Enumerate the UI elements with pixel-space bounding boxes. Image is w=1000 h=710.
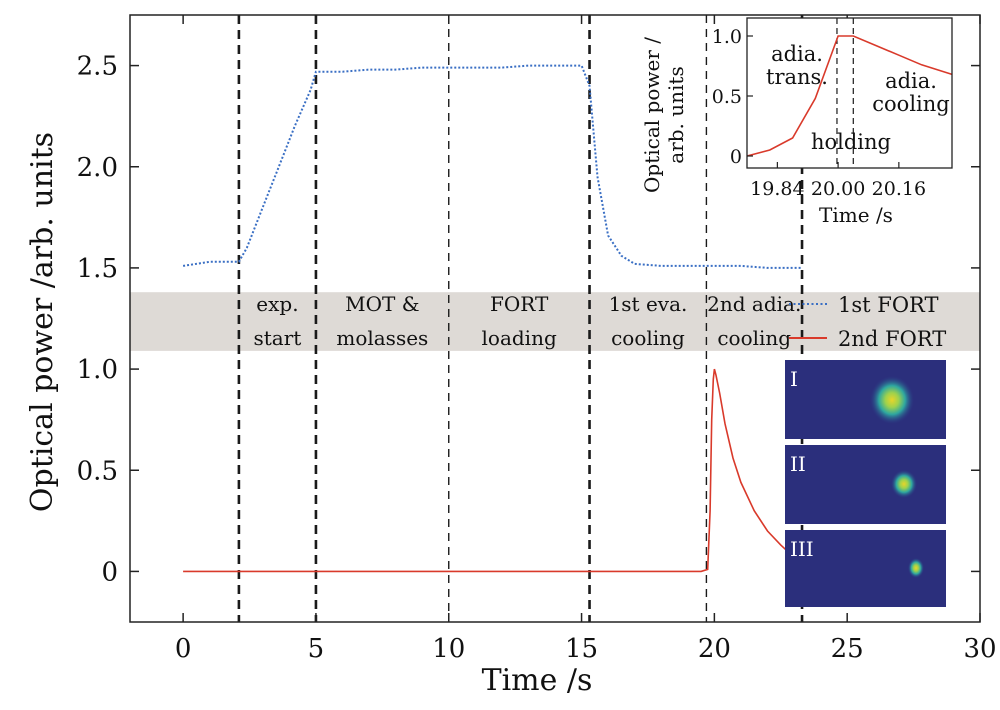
main-y-tick-label-1.5: 1.5 <box>77 254 118 284</box>
inset-x-tick-label-0: 19.84 <box>750 178 804 200</box>
main-plot-frame <box>129 14 981 623</box>
legend: 1st FORT 2nd FORT <box>789 293 946 351</box>
cloud-panel-1-label: I <box>790 367 798 391</box>
main-y-tick-label-0.5: 0.5 <box>77 456 118 486</box>
main-y-tick-label-0: 0 <box>101 557 118 587</box>
main-y-tick-label-2: 2.0 <box>77 153 118 183</box>
inset-annotation-adia-cooling-line1: adia. <box>885 69 937 93</box>
cloud-panel-3: III <box>785 530 946 607</box>
main-x-tick-label-0: 0 <box>175 634 192 664</box>
cloud-image-2 <box>891 470 917 498</box>
inset-series-line-2nd-fort <box>746 35 953 157</box>
inset-plot-frame <box>746 17 953 169</box>
stage-label-2-line1: MOT & <box>345 292 419 316</box>
series-line-2nd-fort <box>183 368 803 573</box>
cloud-panel-2: II <box>785 445 946 524</box>
stage-label-1-line1: exp. <box>256 292 298 316</box>
cloud-image-panels: I II III <box>785 360 946 607</box>
legend-label-1st-fort: 1st FORT <box>838 293 939 317</box>
inset-y-axis-label-line2: arb. units <box>664 66 688 163</box>
inset-annotation-adia-trans-line2: trans. <box>766 65 828 89</box>
stage-label-5-line2: cooling <box>717 326 791 350</box>
cloud-panel-2-label: II <box>790 452 806 476</box>
main-x-tick-label-10: 10 <box>432 634 465 664</box>
cloud-image-3 <box>908 558 924 578</box>
main-x-tick-label-30: 30 <box>963 634 996 664</box>
stage-label-5-line1: 2nd adia. <box>707 292 801 316</box>
inset-y-tick-label-1: 0.5 <box>712 86 742 108</box>
inset-plot-background <box>747 18 952 168</box>
main-y-tick-label-1: 1.0 <box>77 355 118 385</box>
cloud-image-1 <box>870 376 914 424</box>
cloud-panel-3-label: III <box>790 537 814 561</box>
main-y-axis-label: Optical power /arb. units <box>25 132 60 512</box>
main-x-tick-label-15: 15 <box>565 634 598 664</box>
main-x-tick-label-20: 20 <box>698 634 731 664</box>
inset-annotation-adia-trans-line1: adia. <box>771 42 823 66</box>
stage-label-3-line1: FORT <box>490 292 549 316</box>
inset-x-axis-label: Time /s <box>819 203 893 227</box>
stage-label-1-line2: start <box>254 326 302 350</box>
stage-band <box>130 292 980 351</box>
inset-annotation-holding: holding <box>811 130 891 154</box>
inset-y-tick-label-2: 1.0 <box>712 26 742 48</box>
inset-annotation-adia-cooling-line2: cooling <box>872 92 949 116</box>
main-x-tick-label-5: 5 <box>308 634 325 664</box>
series-line-1st-fort <box>182 64 802 269</box>
main-y-tick-label-2.5: 2.5 <box>77 52 118 82</box>
legend-label-2nd-fort: 2nd FORT <box>838 327 946 351</box>
stage-label-2-line2: molasses <box>336 326 428 350</box>
inset-x-tick-label-1: 20.00 <box>811 178 865 200</box>
stage-label-4-line2: cooling <box>611 326 685 350</box>
inset-x-tick-label-2: 20.16 <box>872 178 926 200</box>
main-x-axis-label: Time /s <box>482 663 593 698</box>
inset-y-tick-label-0: 0 <box>730 146 742 168</box>
cloud-panel-1: I <box>785 360 946 439</box>
main-x-tick-label-25: 25 <box>831 634 864 664</box>
stage-label-3-line2: loading <box>482 326 557 350</box>
stage-label-4-line1: 1st eva. <box>609 292 688 316</box>
inset-y-axis-label-line1: Optical power / <box>640 37 664 193</box>
